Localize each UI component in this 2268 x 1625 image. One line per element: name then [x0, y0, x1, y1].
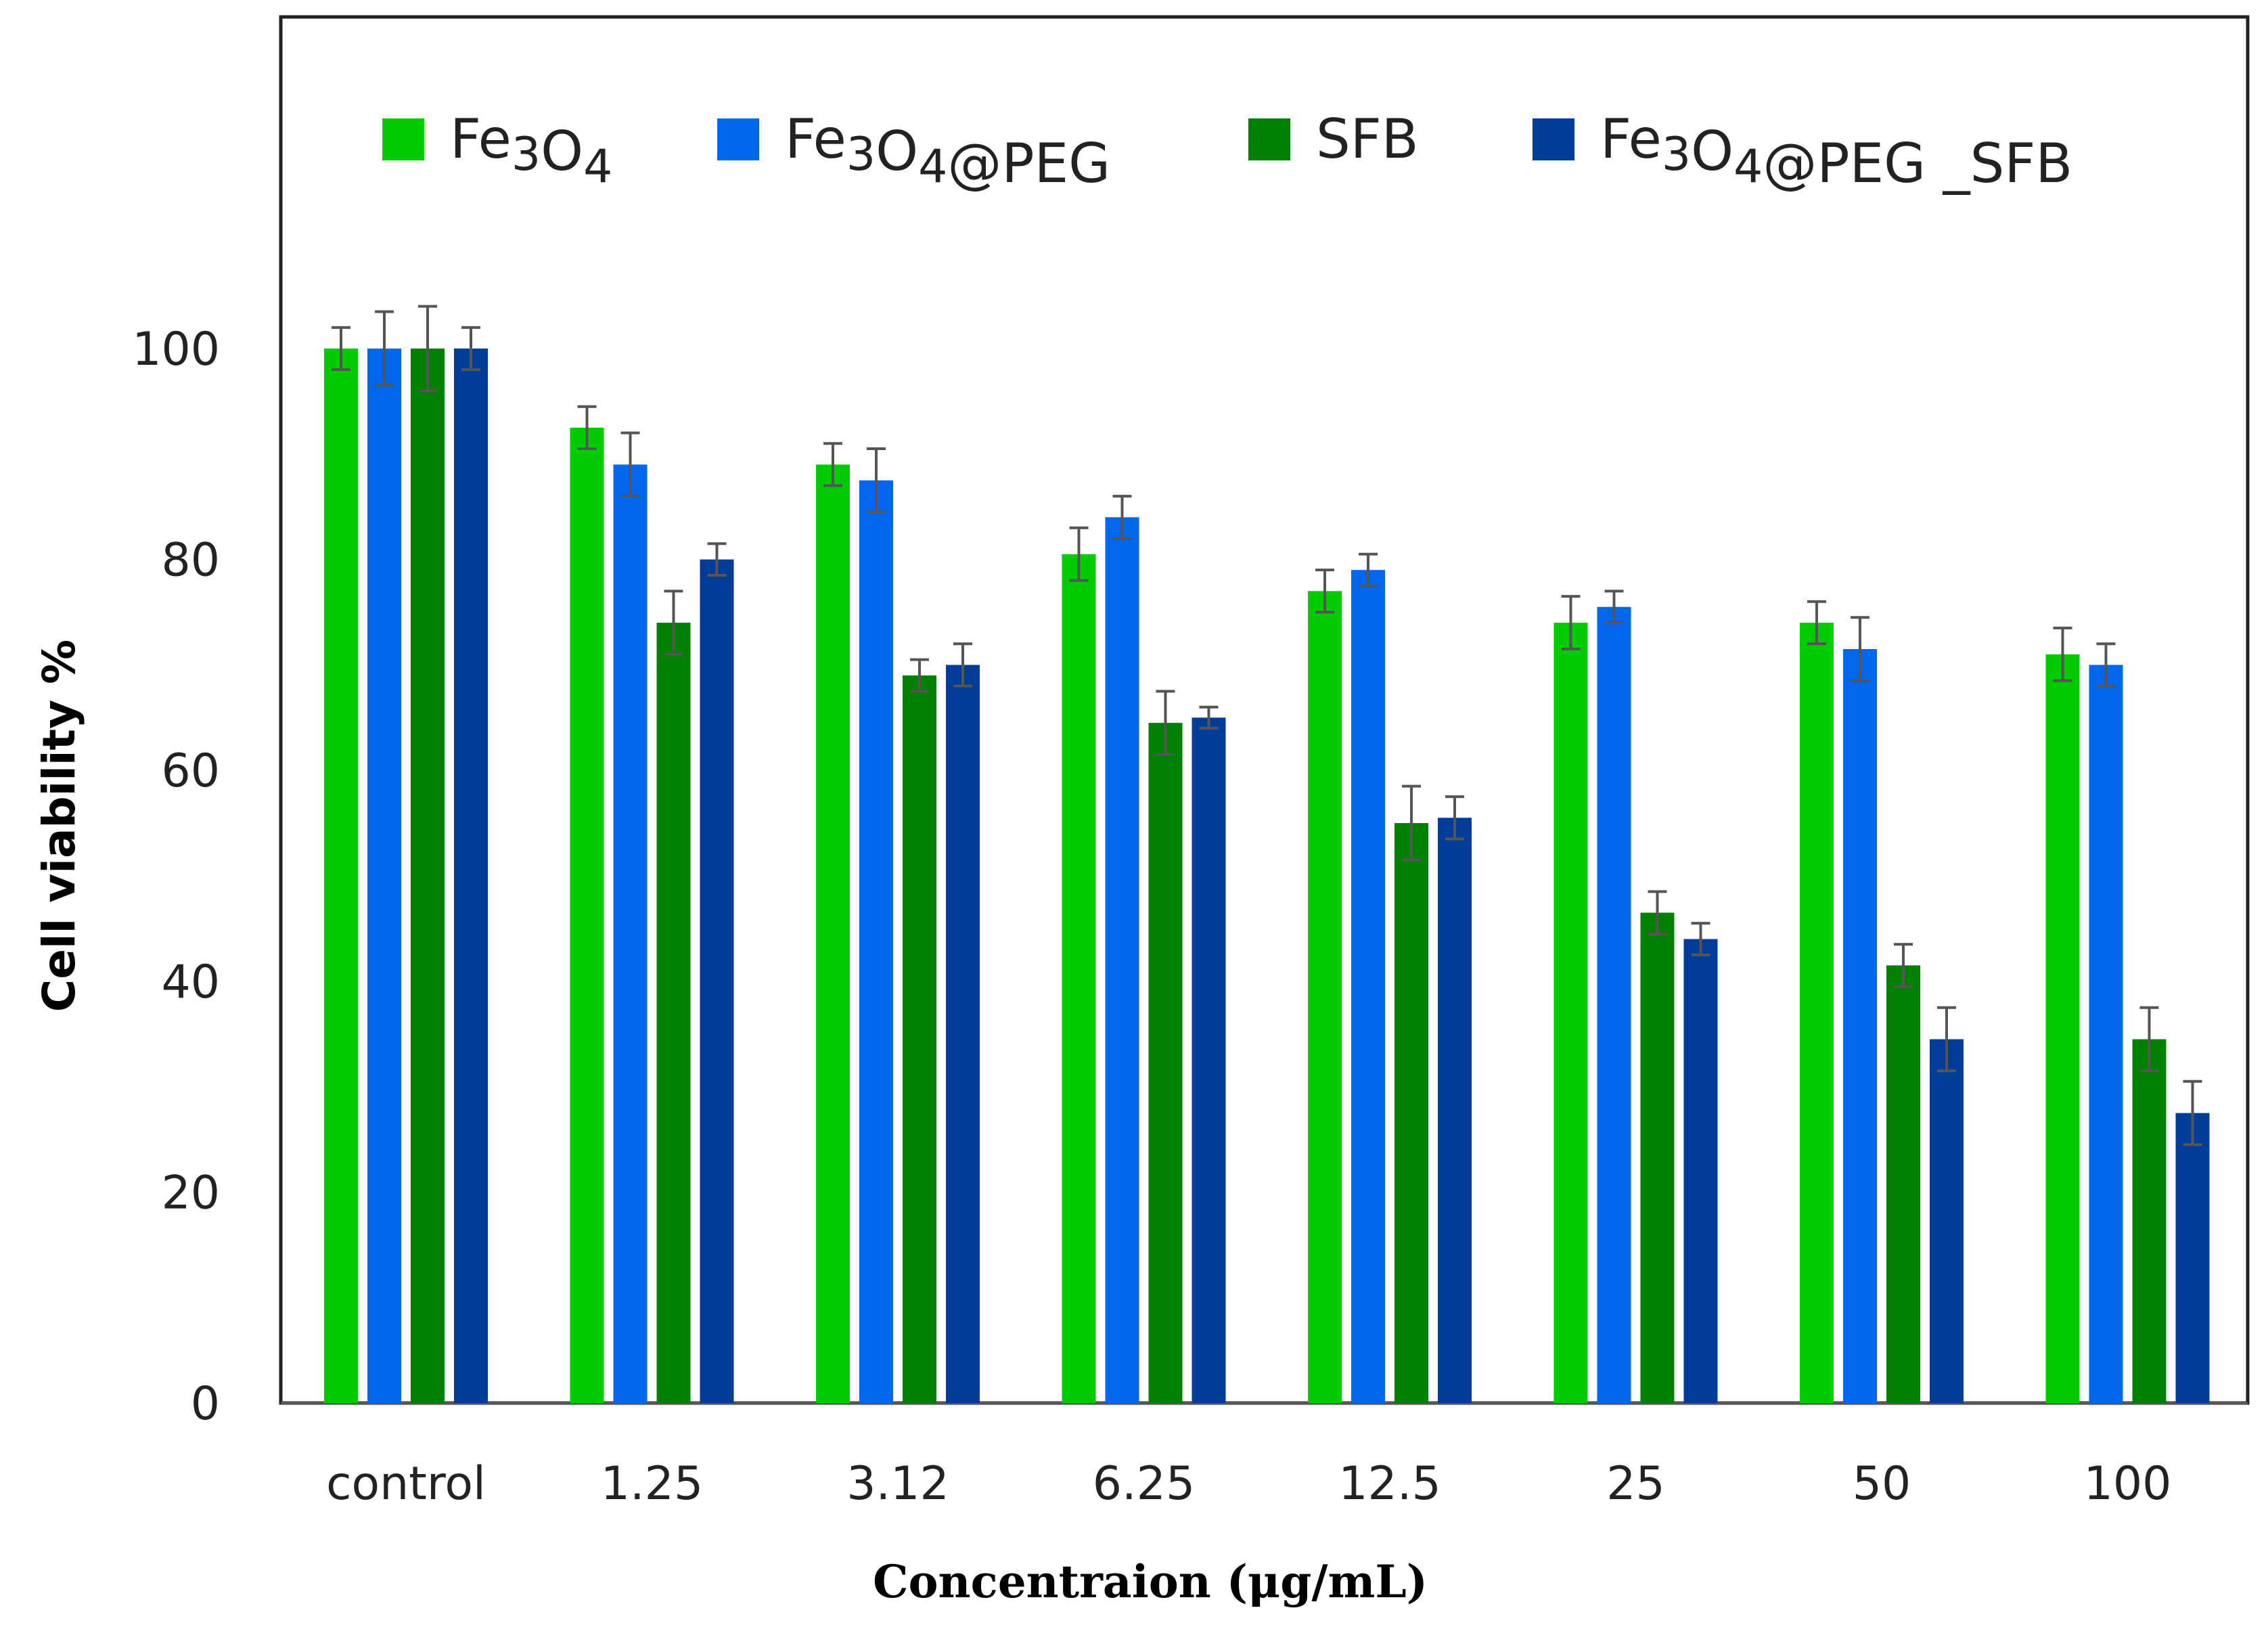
x-tick-label: 12.5 — [1338, 1457, 1441, 1511]
error-bar — [867, 447, 886, 514]
bar — [613, 464, 648, 1403]
error-bar — [577, 405, 597, 451]
bar — [946, 665, 980, 1403]
bar — [1351, 570, 1385, 1404]
x-tick-label: 1.25 — [601, 1457, 703, 1511]
legend-label: Fe3O4 — [450, 108, 612, 194]
error-bar — [823, 442, 842, 487]
bar — [2045, 654, 2080, 1403]
bar — [1843, 649, 1877, 1403]
bar — [324, 349, 358, 1403]
legend: Fe3O4 Fe3O4@PEG SFB Fe3O4@PEG _SFB — [382, 108, 2072, 195]
x-tick-label: control — [326, 1457, 486, 1511]
x-axis-title: Concentraion (μg/mL) — [873, 1555, 1428, 1608]
bar — [903, 675, 936, 1403]
x-tick-label: 6.25 — [1093, 1457, 1195, 1511]
error-bar — [1561, 595, 1581, 651]
bar — [1105, 517, 1139, 1403]
error-bar — [664, 589, 683, 656]
bar — [2175, 1113, 2210, 1403]
bar — [2089, 665, 2123, 1403]
legend-swatch — [1248, 118, 1290, 160]
legend-item: Fe3O4@PEG _SFB — [1533, 108, 2072, 195]
bar — [1930, 1039, 1964, 1403]
error-bar — [2139, 1006, 2159, 1073]
bar — [570, 427, 604, 1403]
bar — [656, 623, 691, 1403]
bar — [1553, 623, 1588, 1403]
error-bar — [1359, 552, 1378, 587]
legend-item: Fe3O4 — [382, 108, 612, 194]
y-tick-label: 60 — [161, 744, 220, 798]
error-bar — [953, 642, 972, 688]
bar — [2132, 1039, 2167, 1403]
bar — [367, 349, 401, 1403]
legend-item: Fe3O4@PEG — [717, 108, 1110, 195]
legend-label: SFB — [1316, 108, 1419, 171]
y-tick-label: 100 — [132, 323, 220, 376]
x-tick-label: 3.12 — [846, 1457, 949, 1511]
legend-swatch — [717, 118, 759, 160]
error-bar — [418, 305, 437, 393]
bar — [1683, 939, 1718, 1403]
x-tick-label: 50 — [1853, 1457, 1911, 1511]
error-bar — [2183, 1079, 2202, 1147]
error-bar — [375, 310, 394, 387]
legend-swatch — [382, 118, 424, 160]
bar — [1192, 717, 1226, 1403]
y-tick-label: 40 — [161, 956, 220, 1009]
error-bar — [461, 326, 480, 372]
bars — [324, 349, 2210, 1404]
legend-label: Fe3O4@PEG — [785, 108, 1110, 195]
error-bar — [332, 326, 350, 372]
error-bar — [1445, 795, 1464, 841]
bar — [1597, 606, 1631, 1404]
legend-item: SFB — [1248, 108, 1419, 171]
error-bar — [910, 658, 929, 693]
error-bar — [1648, 890, 1667, 935]
legend-swatch — [1533, 118, 1574, 160]
bar — [816, 464, 850, 1403]
error-bar — [620, 431, 640, 498]
x-axis-ticks: control 1.25 3.12 6.25 12.5 25 50 100 — [326, 1457, 2171, 1511]
error-bar — [1402, 784, 1421, 862]
error-bar — [1112, 495, 1132, 540]
bar — [1062, 554, 1096, 1403]
error-bar — [2096, 642, 2116, 688]
error-bars — [332, 305, 2202, 1147]
bar — [1886, 965, 1920, 1403]
y-tick-label: 80 — [161, 534, 220, 587]
bar — [1438, 818, 1472, 1403]
x-tick-label: 25 — [1606, 1457, 1665, 1511]
bar — [1394, 823, 1428, 1403]
bar — [1800, 623, 1834, 1403]
error-bar — [1199, 705, 1219, 730]
y-tick-label: 0 — [191, 1377, 220, 1431]
bar — [700, 559, 734, 1403]
legend-label: Fe3O4@PEG _SFB — [1600, 108, 2072, 195]
error-bar — [1156, 690, 1175, 756]
bar — [1148, 723, 1183, 1403]
error-bar — [1937, 1006, 1956, 1073]
y-axis-ticks: 0 20 40 60 80 100 — [132, 323, 220, 1431]
error-bar — [1807, 600, 1826, 646]
bar — [1308, 591, 1342, 1403]
bar — [454, 349, 488, 1403]
error-bar — [1604, 589, 1624, 625]
y-tick-label: 20 — [161, 1166, 220, 1220]
x-tick-label: 100 — [2084, 1457, 2172, 1511]
bar — [1640, 912, 1675, 1403]
error-bar — [1691, 922, 1710, 956]
error-bar — [1851, 616, 1869, 682]
error-bar — [1069, 526, 1089, 582]
y-axis-title: Cell viability % — [33, 640, 85, 1012]
error-bar — [1894, 943, 1913, 988]
bar — [859, 480, 893, 1403]
error-bar — [2053, 626, 2072, 682]
error-bar — [707, 542, 727, 577]
error-bar — [1315, 569, 1334, 614]
bar — [411, 349, 445, 1403]
